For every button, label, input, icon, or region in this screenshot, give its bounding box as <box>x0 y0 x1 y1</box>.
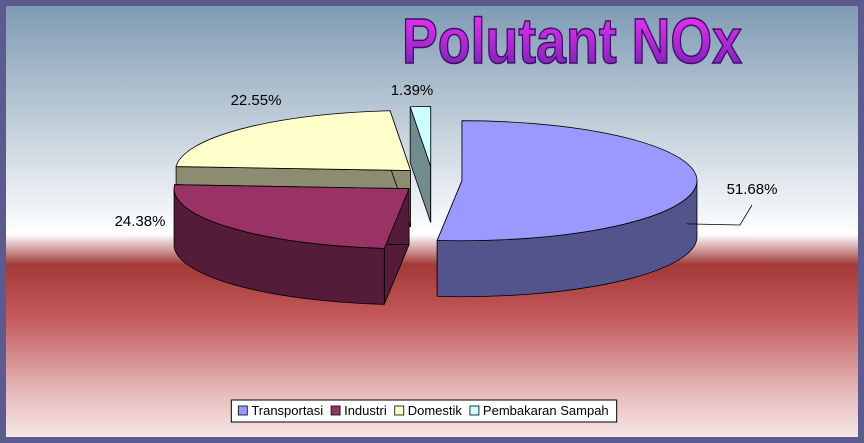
chart-title: Polutant NOx <box>402 5 742 77</box>
data-label: 22.55% <box>231 92 282 109</box>
legend-label: Pembakaran Sampah <box>483 403 609 418</box>
data-label: 1.39% <box>391 82 434 99</box>
slice <box>173 184 410 305</box>
slice-top <box>175 110 412 171</box>
legend-swatch <box>330 405 341 416</box>
data-label: 24.38% <box>115 213 166 230</box>
data-label: 51.68% <box>727 181 778 198</box>
legend-swatch <box>394 405 405 416</box>
leader-line <box>686 204 753 226</box>
slice <box>409 106 432 223</box>
legend-label: Transportasi <box>251 403 323 418</box>
legend-swatch <box>237 405 248 416</box>
slice-top <box>436 120 698 242</box>
legend-swatch <box>469 405 480 416</box>
slice-top <box>409 106 432 167</box>
legend-label: Industri <box>344 403 387 418</box>
plot-background <box>6 6 858 437</box>
legend-label: Domestik <box>408 403 463 418</box>
slice <box>436 120 698 298</box>
legend <box>230 399 618 423</box>
slice-top <box>173 184 410 249</box>
